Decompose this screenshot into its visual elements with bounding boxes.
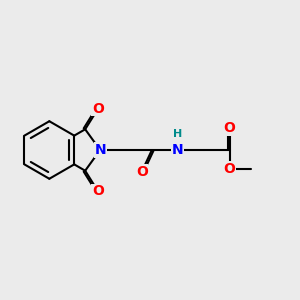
Text: N: N [172, 143, 184, 157]
Text: O: O [92, 102, 104, 116]
Text: O: O [92, 184, 104, 198]
Text: H: H [173, 129, 182, 139]
Text: O: O [224, 122, 236, 135]
Text: O: O [224, 162, 236, 176]
Text: N: N [94, 143, 106, 157]
Text: O: O [136, 165, 148, 178]
